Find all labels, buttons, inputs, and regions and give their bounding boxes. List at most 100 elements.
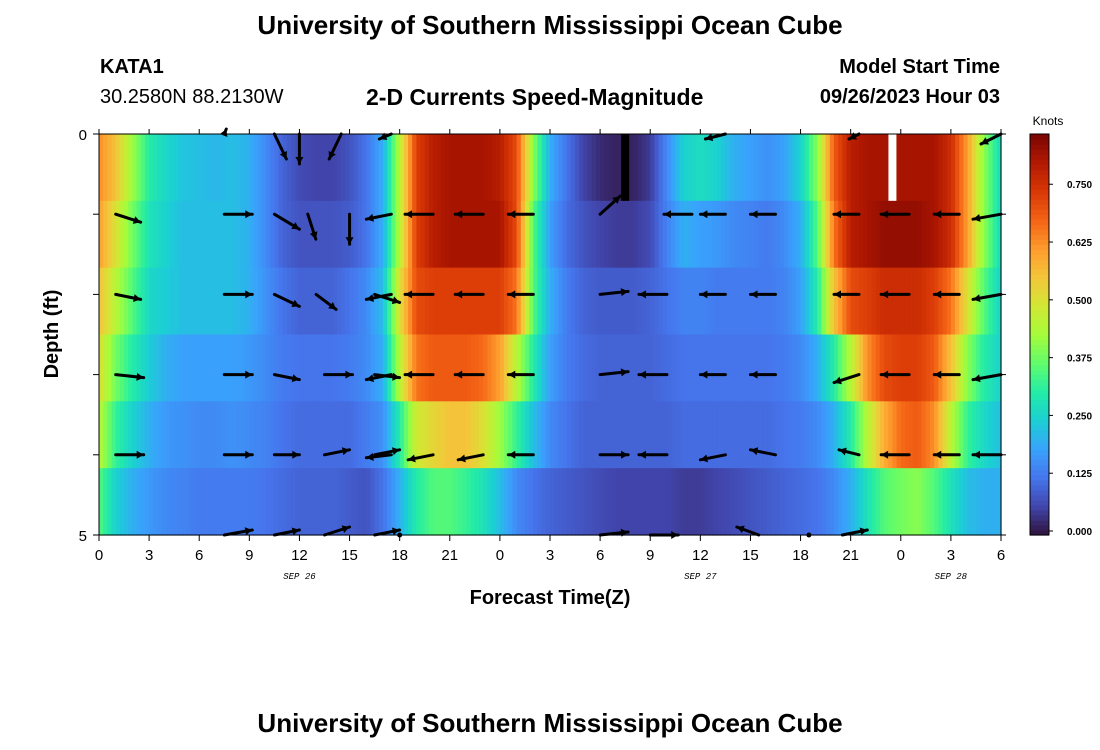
heatmap-cell (324, 334, 330, 402)
heatmap-cell (99, 401, 104, 469)
colorbar-segment (1030, 514, 1049, 521)
heatmap-cell (854, 200, 860, 269)
heatmap-cell (675, 334, 681, 402)
heatmap-cell (378, 468, 384, 536)
heatmap-cell (224, 200, 230, 269)
heatmap-cell (746, 134, 752, 202)
heatmap-cell (349, 134, 355, 202)
heatmap-cell (316, 401, 321, 469)
heatmap-cell (666, 334, 672, 402)
heatmap-cell (637, 468, 643, 536)
current-arrow (272, 527, 301, 537)
heatmap-cell (412, 401, 417, 469)
arrow-head (981, 137, 990, 145)
current-arrow (749, 370, 777, 379)
heatmap-cell (345, 200, 351, 269)
heatmap-cell (124, 468, 129, 536)
heatmap-cell (700, 468, 706, 536)
heatmap-cell (412, 267, 417, 336)
heatmap-cell (274, 267, 280, 336)
heatmap-cell (124, 134, 129, 202)
heatmap-cell (487, 267, 493, 336)
colorbar-segment (1030, 529, 1049, 536)
heatmap-cell (111, 134, 117, 202)
heatmap-cell (892, 200, 898, 269)
heatmap-cell (800, 334, 806, 402)
colorbar-segment (1030, 489, 1049, 496)
heatmap-cell (934, 200, 939, 269)
heatmap-cell (641, 334, 647, 402)
x-tick-label: 12 (692, 547, 709, 564)
heatmap-cell (888, 468, 894, 536)
heatmap-cell (888, 200, 894, 269)
heatmap-cell (165, 200, 171, 269)
heatmap-cell (286, 401, 292, 469)
heatmap-cell (529, 468, 534, 536)
heatmap-cell (169, 134, 175, 202)
heatmap-cell (178, 200, 184, 269)
heatmap-cell (195, 200, 200, 269)
heatmap-cell (449, 334, 455, 402)
heatmap-cell (925, 134, 931, 202)
colorbar-segment (1030, 369, 1049, 376)
heatmap-cell (938, 334, 944, 402)
heatmap-cell (224, 468, 230, 536)
heatmap-cell (825, 401, 831, 469)
heatmap-cell (424, 334, 430, 402)
heatmap-cell (428, 134, 434, 202)
heatmap-cell (391, 468, 397, 536)
heatmap-cell (445, 134, 451, 202)
arrow-head (973, 374, 981, 383)
heatmap-cell (328, 267, 334, 336)
heatmap-cell (696, 334, 701, 402)
heatmap-cell (282, 200, 288, 269)
colorbar-segment (1030, 464, 1049, 471)
heatmap-cell (320, 334, 326, 402)
heatmap-cell (696, 267, 701, 336)
arrow-head (638, 290, 646, 299)
heatmap-cell (888, 334, 894, 402)
heatmap-cell (558, 267, 564, 336)
heatmap-cell (737, 401, 743, 469)
current-arrow (222, 210, 254, 219)
heatmap-cell (291, 200, 296, 269)
x-tick-label: 6 (997, 547, 1005, 564)
heatmap-cell (650, 401, 655, 469)
heatmap-cell (717, 134, 722, 202)
heatmap-cell (195, 134, 200, 202)
heatmap-cell (403, 468, 409, 536)
heatmap-cell (270, 134, 275, 202)
heatmap-cell (215, 401, 221, 469)
heatmap-cell (307, 200, 313, 269)
colorbar-segment (1030, 384, 1049, 391)
heatmap-cell (620, 401, 626, 469)
heatmap-cell (909, 134, 914, 202)
heatmap-cell (441, 401, 447, 469)
current-arrow (847, 132, 861, 141)
heatmap-cell (107, 468, 113, 536)
heatmap-cell (683, 334, 689, 402)
heatmap-cell (337, 267, 342, 336)
heatmap-cell (261, 267, 267, 336)
heatmap-cell (587, 468, 593, 536)
arrow-head (132, 216, 141, 224)
arrow-head (391, 447, 400, 456)
colorbar-segment (1030, 509, 1049, 516)
heatmap-cell (796, 267, 802, 336)
heatmap-cell (274, 134, 280, 202)
heatmap-cell (575, 134, 580, 202)
heatmap-cell (788, 401, 793, 469)
heatmap-cell (182, 200, 188, 269)
colorbar-segment (1030, 224, 1049, 230)
current-arrow (406, 453, 435, 463)
heatmap-cell (261, 468, 267, 536)
heatmap-cell (554, 334, 559, 402)
heatmap-cell (984, 401, 990, 469)
heatmap-cell (587, 401, 593, 469)
arrow-head (663, 210, 671, 219)
heatmap-cell (633, 267, 639, 336)
heatmap-cell (408, 334, 413, 402)
heatmap-cell (420, 334, 426, 402)
heatmap-cell (495, 267, 501, 336)
heatmap-cell (220, 200, 225, 269)
